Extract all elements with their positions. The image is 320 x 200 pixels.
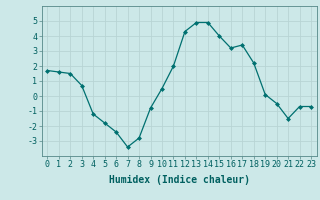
X-axis label: Humidex (Indice chaleur): Humidex (Indice chaleur) xyxy=(109,175,250,185)
